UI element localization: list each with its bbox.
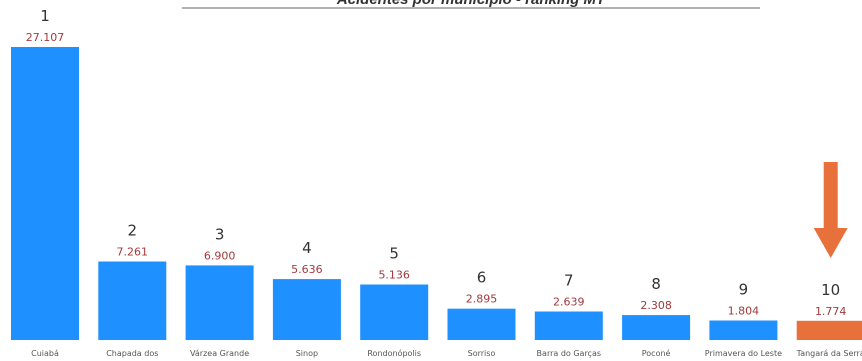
value-label-6: 2.895 [466,293,498,306]
chart-title: Acidentes por município - ranking MT [336,0,607,8]
category-label-3: Várzea Grande [190,349,249,358]
bars-group [11,47,862,340]
bar-8 [622,315,691,340]
labels-group: 27.107 1 Cuiabá 7.261 2 Chapada dos 6.900 3 Várz… [26,7,862,358]
highlight-arrow-group [813,162,848,258]
rank-label-5: 5 [389,245,399,263]
bar-9 [709,320,778,340]
category-label-7: Barra do Garças [537,349,601,358]
category-label-10: Tangará da Serra [796,349,862,358]
bar-10 [796,320,862,340]
category-label-1: Cuiabá [31,349,59,358]
rank-label-6: 6 [477,269,487,287]
rank-label-1: 1 [40,7,50,25]
rank-label-10: 10 [821,281,840,299]
category-label-4: Sinop [296,349,318,358]
value-label-4: 5.636 [291,263,323,276]
bar-1 [11,47,79,340]
rank-label-9: 9 [739,281,749,299]
value-label-7: 2.639 [553,296,585,309]
bar-6 [447,308,516,340]
rank-label-2: 2 [128,222,138,240]
value-label-10: 1.774 [815,305,847,318]
bar-4 [272,279,341,340]
chart-title-group: Acidentes por município - ranking MT [182,0,760,9]
arrow-shaft [823,162,838,230]
value-label-8: 2.308 [640,299,672,312]
value-label-5: 5.136 [378,269,410,282]
bar-3 [185,265,254,340]
value-label-9: 1.804 [728,305,760,318]
value-label-2: 7.261 [117,246,149,259]
category-label-9: Primavera do Leste [705,349,782,358]
category-label-8: Poconé [642,348,671,358]
category-label-2: Chapada dos [106,349,158,358]
rank-label-7: 7 [564,272,574,290]
value-label-3: 6.900 [204,249,236,262]
category-label-5: Rondonópolis [367,348,421,358]
rank-label-8: 8 [651,275,661,293]
bar-2 [98,261,167,340]
down-arrow-icon [813,228,848,258]
rank-label-3: 3 [215,225,225,243]
rank-label-4: 4 [302,239,312,257]
bar-5 [360,284,429,340]
category-label-6: Sorriso [468,349,496,358]
bar-7 [534,311,603,340]
value-label-1: 27.107 [26,31,65,44]
